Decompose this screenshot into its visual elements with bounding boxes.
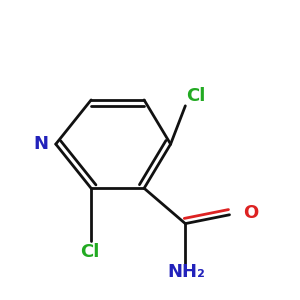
- Text: Cl: Cl: [80, 243, 99, 261]
- Text: N: N: [33, 135, 48, 153]
- Text: Cl: Cl: [186, 86, 205, 104]
- Text: NH₂: NH₂: [168, 263, 206, 281]
- Text: O: O: [243, 204, 258, 222]
